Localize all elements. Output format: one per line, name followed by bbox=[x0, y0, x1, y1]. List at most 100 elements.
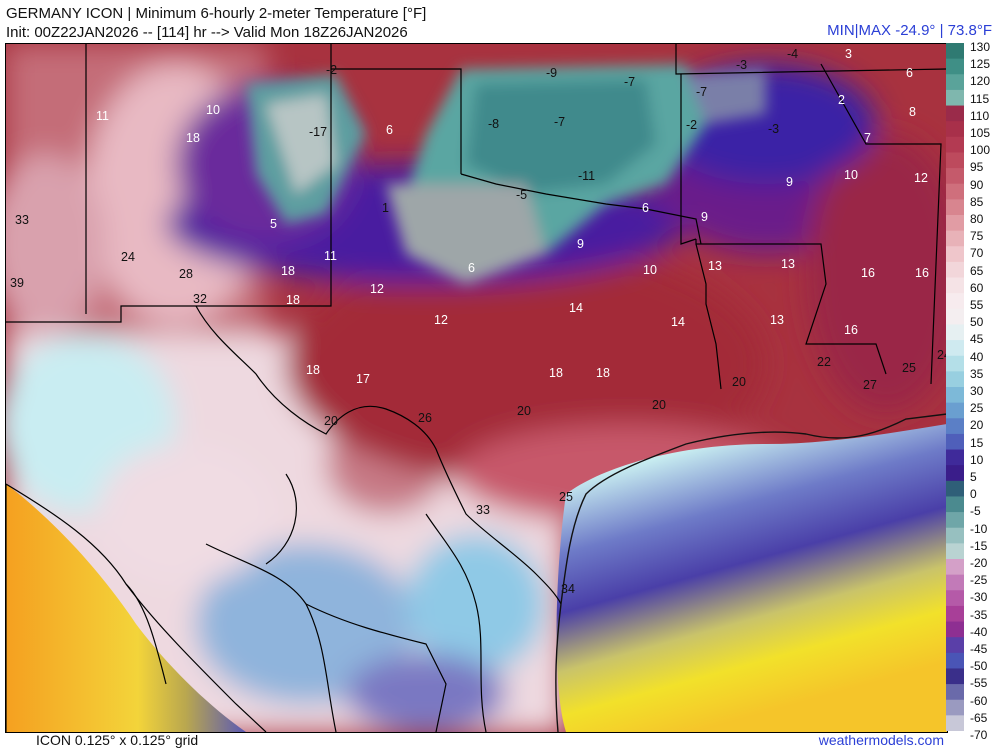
temperature-map: 11 10 18 -2 -17 6 -9 -7 -7 -8 -7 -2 -3 -4 3 6 2 8 -3 7 33 5 1-… bbox=[5, 43, 948, 733]
color-scale-swatch bbox=[946, 621, 964, 638]
temperature-value: -5 bbox=[516, 188, 527, 202]
color-scale-swatch bbox=[946, 527, 964, 544]
color-scale-swatch bbox=[946, 340, 964, 357]
color-scale-labels: 130 125 120 115 110 105 100 95 90 85 80 75 70 65 60 55 5… bbox=[968, 40, 1000, 742]
color-scale-label: 25 bbox=[970, 401, 984, 416]
color-scale-label: 70 bbox=[970, 246, 984, 261]
temperature-value: 6 bbox=[468, 261, 475, 275]
temperature-value: 20 bbox=[732, 375, 746, 389]
temperature-value: 25 bbox=[559, 490, 573, 504]
color-scale-swatch bbox=[946, 590, 964, 607]
temperature-value: 13 bbox=[708, 259, 722, 273]
temperature-value: 34 bbox=[561, 582, 575, 596]
color-scale-label: 10 bbox=[970, 452, 984, 467]
color-scale-label: 85 bbox=[970, 194, 984, 209]
color-scale-swatch bbox=[946, 715, 964, 732]
color-scale-label: 40 bbox=[970, 349, 984, 364]
color-scale-label: -35 bbox=[970, 607, 988, 622]
temperature-value: 20 bbox=[517, 404, 531, 418]
color-scale-swatch bbox=[946, 246, 964, 263]
color-scale-label: 15 bbox=[970, 435, 984, 450]
temperature-value: 9 bbox=[786, 175, 793, 189]
temperature-value: 6 bbox=[906, 66, 913, 80]
color-scale-swatch bbox=[946, 496, 964, 513]
color-scale-label: -5 bbox=[970, 504, 981, 519]
temperature-value: 8 bbox=[909, 105, 916, 119]
temperature-value: 6 bbox=[642, 201, 649, 215]
temperature-value: 13 bbox=[781, 257, 795, 271]
color-scale-label: 20 bbox=[970, 418, 984, 433]
temperature-value: 1 bbox=[382, 201, 389, 215]
color-scale-swatch bbox=[946, 371, 964, 388]
temperature-value: 2 bbox=[838, 93, 845, 107]
temperature-value: 28 bbox=[179, 267, 193, 281]
color-scale-swatch bbox=[946, 652, 964, 670]
temperature-value: 33 bbox=[15, 213, 29, 227]
color-scale-label: 115 bbox=[970, 91, 990, 106]
color-scale-label: 120 bbox=[970, 74, 991, 89]
temperature-value: 9 bbox=[577, 237, 584, 251]
color-scale-swatch bbox=[946, 74, 964, 91]
color-scale-swatch bbox=[946, 543, 964, 560]
color-scale-swatch bbox=[946, 168, 964, 185]
temperature-value: 18 bbox=[596, 366, 610, 380]
temperature-value: -2 bbox=[326, 63, 337, 77]
site-credit[interactable]: weathermodels.com bbox=[818, 732, 944, 748]
color-scale-swatch bbox=[946, 105, 964, 122]
color-scale-label: 65 bbox=[970, 263, 984, 278]
color-scale-label: 125 bbox=[970, 57, 991, 72]
color-scale-swatch bbox=[946, 43, 964, 60]
temperature-value: 18 bbox=[306, 363, 320, 377]
color-scale-swatch bbox=[946, 215, 964, 232]
color-scale-swatch bbox=[946, 668, 964, 685]
color-scale-swatch bbox=[946, 512, 964, 529]
color-scale-swatch bbox=[946, 230, 964, 247]
color-scale-swatch bbox=[946, 199, 964, 216]
color-scale-swatch bbox=[946, 699, 964, 716]
map-title: GERMANY ICON | Minimum 6-hourly 2-meter … bbox=[6, 4, 426, 42]
color-scale-swatch bbox=[946, 402, 964, 419]
color-scale-bar bbox=[946, 43, 964, 732]
color-scale-swatch bbox=[946, 308, 964, 326]
color-scale-label: 5 bbox=[970, 470, 977, 484]
temperature-value: 22 bbox=[817, 355, 831, 369]
color-scale-swatch bbox=[946, 637, 964, 654]
color-scale-swatch bbox=[946, 480, 964, 498]
temperature-value: 20 bbox=[652, 398, 666, 412]
temperature-value: 12 bbox=[914, 171, 928, 185]
color-scale-label: -25 bbox=[970, 573, 988, 588]
temperature-value: -4 bbox=[787, 47, 798, 61]
cold-region bbox=[246, 64, 766, 284]
color-scale-swatch bbox=[946, 684, 964, 701]
temperature-value: 6 bbox=[386, 123, 393, 137]
temperature-value: -3 bbox=[736, 58, 747, 72]
temperature-value: 20 bbox=[324, 414, 338, 428]
color-scale-label: 80 bbox=[970, 212, 984, 226]
borders bbox=[6, 44, 947, 732]
temperature-value: 5 bbox=[270, 217, 277, 231]
color-scale-swatch bbox=[946, 605, 964, 623]
color-scale-label: 105 bbox=[970, 126, 991, 140]
temperature-value: 17 bbox=[356, 372, 370, 386]
temperature-value: -17 bbox=[309, 125, 327, 139]
color-scale-label: 35 bbox=[970, 366, 984, 381]
temperature-value: 10 bbox=[844, 168, 858, 182]
temperature-value: 18 bbox=[186, 131, 200, 145]
temperature-value: 27 bbox=[863, 378, 877, 392]
color-scale-swatch bbox=[946, 277, 964, 294]
temperature-value: 10 bbox=[206, 103, 220, 117]
temperature-value: 9 bbox=[701, 210, 708, 224]
color-scale-label: 60 bbox=[970, 280, 984, 295]
temperature-value: -9 bbox=[546, 66, 557, 80]
color-scale-swatch bbox=[946, 465, 964, 482]
temperature-value: 11 bbox=[324, 249, 337, 263]
temperature-value: 11 bbox=[96, 109, 109, 123]
temperature-value: 39 bbox=[10, 276, 24, 290]
color-scale-swatch bbox=[946, 183, 964, 200]
grid-resolution-note: ICON 0.125° x 0.125° grid bbox=[36, 732, 199, 748]
title-line-1: GERMANY ICON | Minimum 6-hourly 2-meter … bbox=[6, 5, 427, 22]
color-scale-swatch bbox=[946, 121, 964, 138]
color-scale-label: -20 bbox=[970, 556, 988, 570]
min-max-readout: MIN|MAX -24.9° | 73.8°F bbox=[827, 22, 992, 39]
